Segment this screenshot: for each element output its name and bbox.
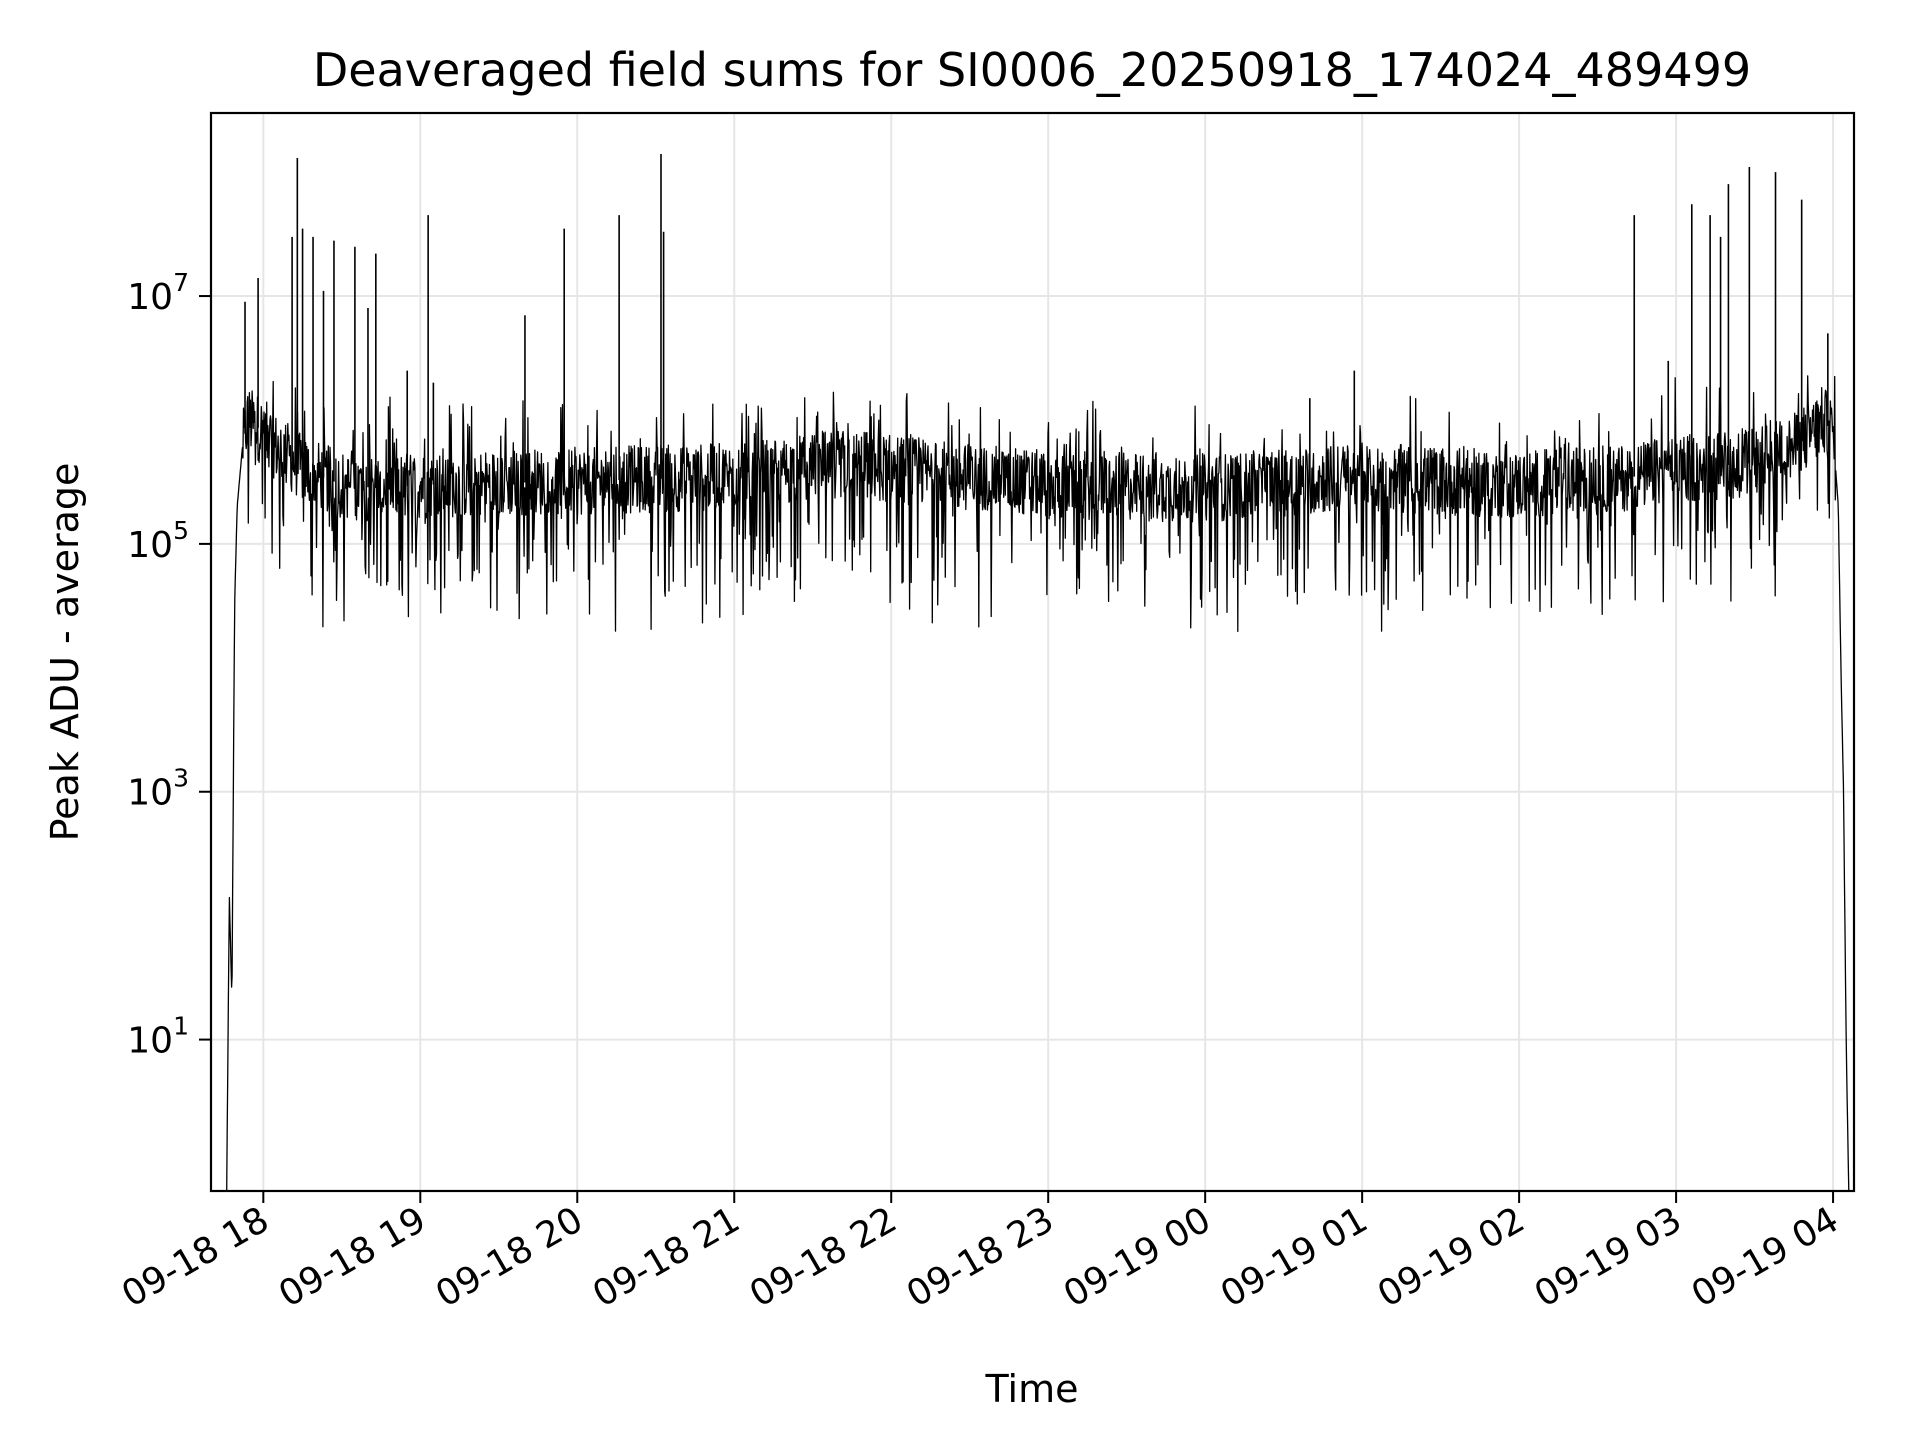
plot-area (226, 154, 1850, 1192)
y-tick-label: 101 (127, 1012, 189, 1062)
x-axis-label: Time (985, 1367, 1079, 1411)
plot-frame (209, 111, 1856, 1193)
y-tick-label: 105 (127, 516, 189, 566)
gridlines (211, 113, 1854, 1191)
y-tick-label: 103 (127, 764, 189, 814)
y-tick-label: 107 (127, 268, 189, 318)
chart-title: Deaveraged field sums for SI0006_2025091… (313, 43, 1751, 97)
y-axis-label: Peak ADU - average (43, 463, 87, 842)
y-axis: 101 103 105 107 (127, 268, 211, 1062)
series-line (226, 375, 1850, 1192)
